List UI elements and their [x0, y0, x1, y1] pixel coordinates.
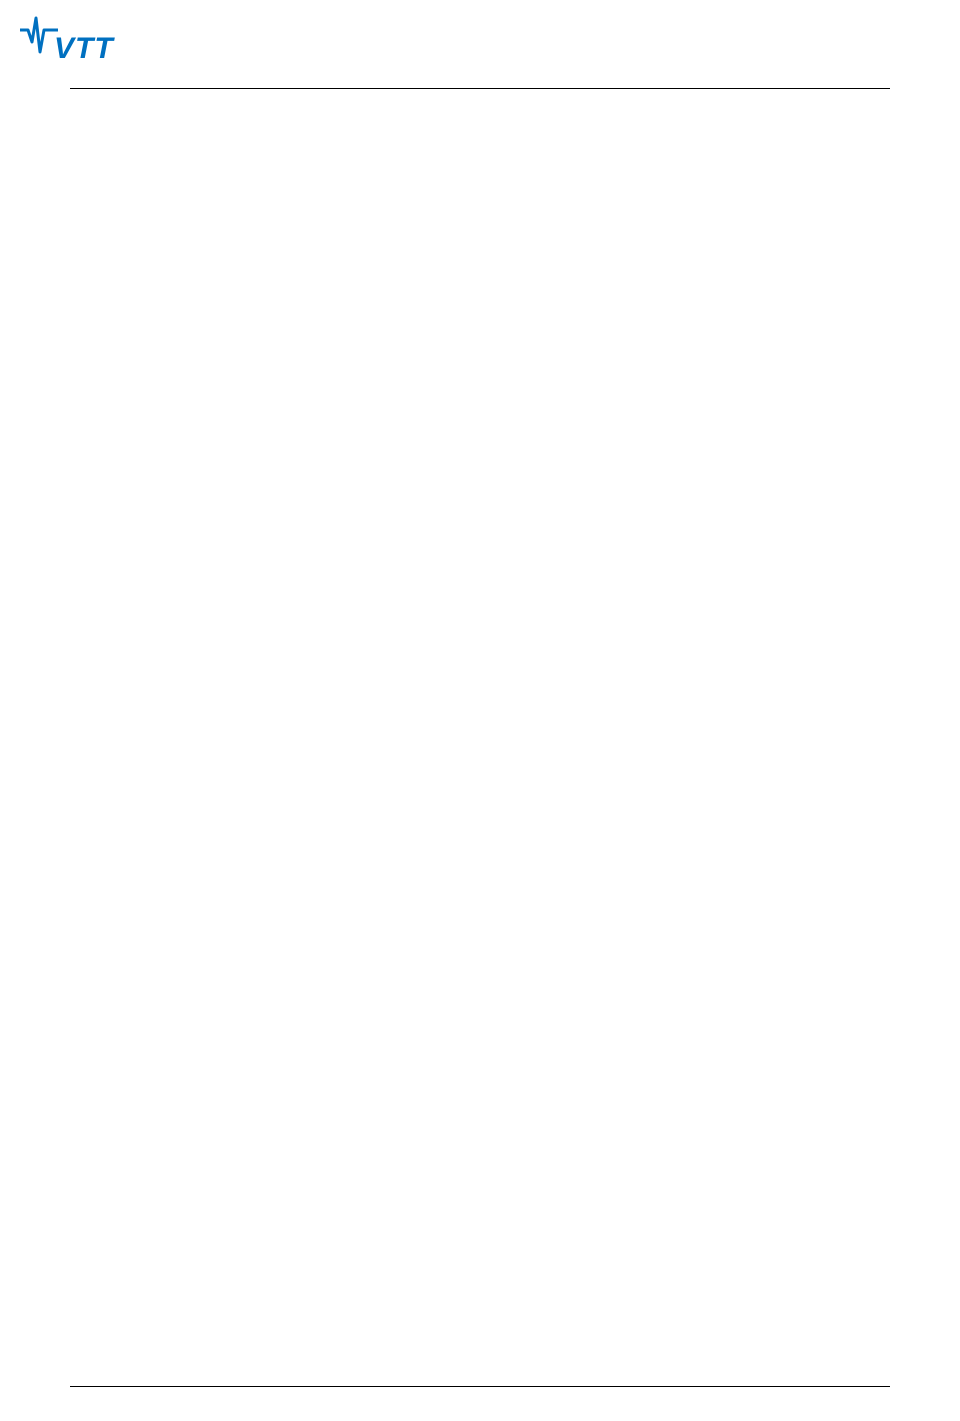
- header-rule: [70, 88, 890, 89]
- footer: [70, 1379, 890, 1393]
- page: VTT: [0, 0, 960, 1421]
- header: [70, 28, 890, 88]
